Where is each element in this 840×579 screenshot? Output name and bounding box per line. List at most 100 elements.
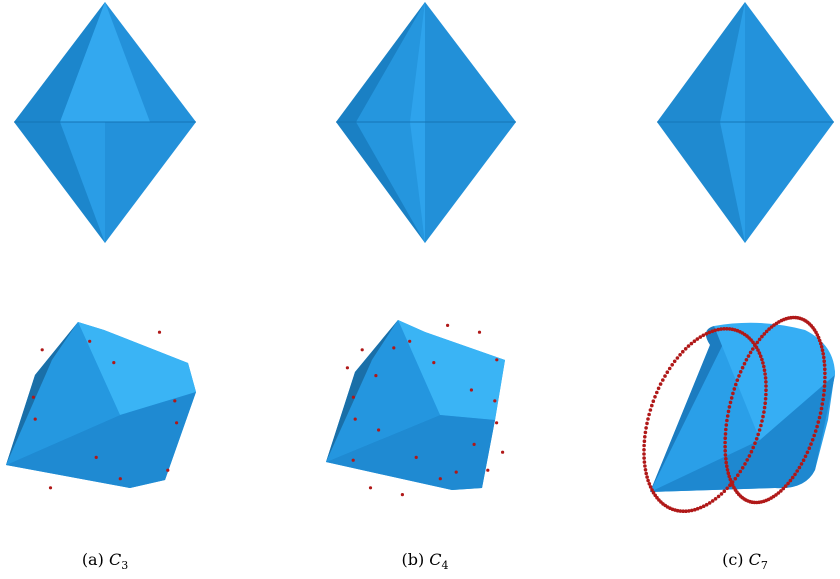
sample-point: [725, 486, 729, 491]
sample-points-c: [642, 315, 827, 513]
sample-point: [724, 427, 728, 432]
sample-point: [351, 395, 355, 399]
sample-point: [763, 401, 767, 406]
sample-point: [764, 329, 769, 334]
sample-point: [819, 341, 823, 346]
caption-b-symbol: C: [429, 550, 442, 569]
sample-point: [762, 364, 766, 369]
sample-point: [646, 417, 650, 421]
sample-point: [713, 497, 718, 501]
sample-point: [698, 335, 703, 339]
sample-point: [707, 501, 712, 505]
sample-point: [408, 339, 412, 343]
sample-point: [681, 349, 685, 354]
sample-point: [723, 453, 728, 457]
sample-point: [723, 449, 727, 453]
sample-point: [823, 375, 827, 380]
sample-point: [643, 468, 648, 472]
sample-point: [740, 365, 745, 370]
sample-point: [762, 410, 766, 414]
sample-point: [392, 346, 396, 350]
sample-point: [781, 486, 786, 491]
sample-point: [672, 359, 677, 364]
sample-point: [716, 494, 721, 499]
sample-point: [692, 339, 697, 344]
sample-point: [670, 363, 674, 367]
sample-point: [742, 361, 747, 366]
sample-point: [732, 387, 737, 391]
sample-point: [719, 492, 724, 496]
sample-point: [88, 339, 92, 343]
sample-point: [797, 465, 802, 470]
sample-point: [754, 437, 759, 441]
sample-point: [822, 363, 827, 367]
sample-point: [94, 455, 98, 459]
sample-point: [693, 507, 697, 512]
sample-point: [760, 334, 764, 339]
sample-point: [719, 327, 723, 331]
sample-point: [745, 458, 749, 462]
sample-point: [414, 455, 418, 459]
caption-c-symbol: C: [748, 550, 761, 569]
sample-point: [755, 340, 760, 345]
sample-point: [642, 448, 646, 452]
sample-point: [822, 359, 826, 364]
sample-point: [724, 423, 729, 427]
sample-point: [686, 344, 691, 348]
sample-point: [757, 428, 762, 432]
sample-point: [653, 395, 657, 399]
caption-a: (a) C3: [82, 550, 128, 572]
caption-c-subscript: 7: [760, 559, 768, 573]
sample-point: [776, 491, 781, 495]
sample-point: [823, 380, 827, 384]
sample-point: [48, 486, 53, 490]
sample-point: [764, 388, 768, 393]
sample-point: [646, 478, 650, 483]
sample-point: [710, 329, 715, 334]
sample-point: [432, 361, 436, 365]
sample-point: [728, 477, 733, 482]
sample-point: [812, 433, 816, 438]
caption-c-label: (c): [722, 550, 744, 569]
sample-point: [735, 378, 740, 383]
sample-point: [675, 356, 680, 360]
sample-point: [643, 430, 648, 435]
sample-point: [733, 328, 737, 332]
sample-point: [501, 450, 505, 454]
sample-point: [486, 468, 490, 472]
sample-point: [690, 508, 694, 513]
sample-point: [743, 462, 747, 466]
sample-point: [728, 400, 733, 405]
sample-point: [658, 382, 663, 386]
sample-point: [817, 338, 822, 343]
sample-point: [767, 327, 771, 331]
sample-point: [695, 506, 700, 511]
sample-point: [642, 460, 647, 464]
sample-point: [661, 378, 665, 382]
sample-point: [469, 388, 473, 392]
caption-b-label: (b): [401, 550, 425, 569]
sample-point: [353, 417, 357, 421]
sample-point: [642, 452, 646, 456]
sample-point: [678, 353, 682, 357]
sample-point: [701, 504, 706, 509]
sample-point: [821, 393, 826, 397]
sample-point: [724, 457, 728, 461]
sample-point: [727, 474, 731, 479]
sample-point: [647, 482, 652, 486]
bipyramid-c: [657, 2, 834, 243]
sample-point: [786, 481, 790, 486]
sample-point: [799, 462, 804, 466]
polytope-c: [650, 322, 835, 492]
sample-point: [783, 484, 788, 488]
sample-point: [360, 348, 364, 352]
sample-point: [818, 411, 823, 415]
sample-point: [779, 489, 783, 493]
sample-point: [736, 473, 740, 478]
sample-point: [472, 442, 476, 446]
sample-point: [727, 327, 732, 331]
sample-point: [400, 493, 404, 497]
sample-point: [710, 499, 715, 503]
sample-point: [722, 489, 727, 494]
